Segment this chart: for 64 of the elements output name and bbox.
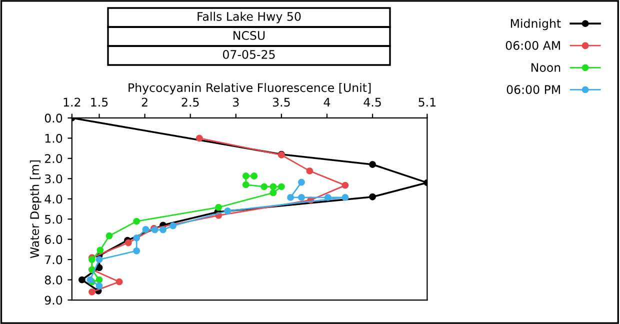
point bbox=[342, 194, 349, 201]
point bbox=[133, 247, 140, 254]
x-tick-label: 1.5 bbox=[91, 98, 108, 107]
x-tick-label: 3 bbox=[233, 98, 239, 107]
point bbox=[260, 183, 268, 190]
y-tick-label: 7.0 bbox=[45, 255, 62, 264]
y-tick-label: 8.0 bbox=[44, 276, 62, 284]
point bbox=[170, 222, 177, 230]
point bbox=[88, 288, 96, 296]
x-tick-label: 4.5 bbox=[364, 98, 381, 107]
x-tick-label: 2 bbox=[142, 98, 148, 106]
point bbox=[133, 218, 140, 225]
x-tick-label: 1.2 bbox=[64, 98, 80, 106]
point bbox=[270, 189, 277, 196]
point bbox=[324, 194, 332, 201]
y-tick-label: 2.0 bbox=[44, 154, 62, 164]
point bbox=[298, 194, 305, 201]
x-axis-title: Phycocyanin Relative Fluorescence [Unit] bbox=[128, 82, 371, 94]
point bbox=[78, 276, 86, 284]
point bbox=[224, 208, 232, 214]
point bbox=[215, 204, 222, 211]
legend-label: Midnight bbox=[510, 18, 561, 30]
point bbox=[242, 172, 250, 180]
point bbox=[96, 256, 103, 264]
point bbox=[106, 232, 113, 240]
point bbox=[369, 160, 376, 168]
point bbox=[160, 226, 166, 234]
y-tick-label: 4.0 bbox=[44, 194, 62, 204]
point bbox=[96, 246, 104, 254]
point bbox=[342, 182, 349, 189]
x-tick-label: 4 bbox=[324, 98, 330, 106]
y-tick-label: 1.0 bbox=[45, 134, 62, 143]
chart-subtitle: NCSU bbox=[234, 30, 265, 40]
point bbox=[369, 193, 376, 200]
point bbox=[278, 183, 285, 190]
chart-title: Falls Lake Hwy 50 bbox=[198, 12, 301, 24]
y-axis-title: Water Depth [m] bbox=[30, 160, 42, 258]
y-tick-label: 6.0 bbox=[44, 235, 62, 244]
point bbox=[96, 282, 103, 290]
text: 07-05-25 bbox=[222, 50, 275, 59]
legend-label: 06:00 AM bbox=[506, 40, 560, 50]
point bbox=[287, 194, 294, 201]
x-tick-label: 3.5 bbox=[272, 98, 290, 107]
point bbox=[124, 239, 132, 246]
legend-label: Noon bbox=[532, 63, 560, 72]
point bbox=[196, 134, 203, 142]
point bbox=[88, 256, 96, 264]
point bbox=[250, 172, 258, 180]
point bbox=[306, 167, 314, 174]
y-tick-label: 0.0 bbox=[44, 114, 62, 123]
x-tick-label: 2.5 bbox=[182, 98, 199, 107]
y-tick-label: 5.0 bbox=[45, 214, 62, 224]
point bbox=[116, 278, 123, 286]
point bbox=[298, 178, 305, 186]
point bbox=[133, 234, 140, 242]
point bbox=[270, 183, 277, 190]
x-tick-label: 5.1 bbox=[418, 98, 436, 107]
point bbox=[96, 276, 103, 284]
y-tick-label: 3.0 bbox=[45, 174, 62, 184]
point bbox=[242, 181, 250, 188]
point bbox=[96, 264, 103, 272]
point bbox=[142, 226, 150, 233]
legend-label: 06:00 PM bbox=[506, 85, 560, 94]
y-tick-label: 9.0 bbox=[44, 296, 62, 305]
